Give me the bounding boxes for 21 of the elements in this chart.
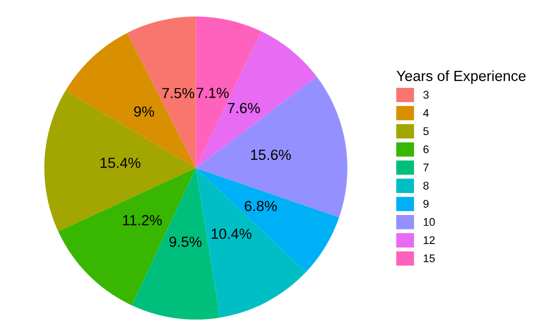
- legend-label: 15: [424, 254, 435, 262]
- data-label: 9%: [134, 106, 154, 117]
- data-label: 10.4%: [212, 228, 252, 239]
- data-label: 7.6%: [228, 102, 260, 114]
- legend-title: Years of Experience: [396, 70, 526, 84]
- data-label: 11.2%: [123, 215, 162, 226]
- legend-label: 8: [423, 182, 429, 190]
- data-label: 6.8%: [244, 200, 277, 212]
- data-label: 7.1%: [196, 88, 229, 98]
- legend-label: 5: [423, 127, 429, 136]
- legend-label: 4: [423, 109, 429, 117]
- legend-label: 7: [423, 164, 429, 172]
- data-label: 7.5%: [162, 88, 194, 98]
- data-label: 15.4%: [100, 158, 140, 168]
- legend-label: 10: [424, 218, 435, 226]
- legend-label: 6: [423, 145, 429, 154]
- legend-label: 3: [423, 90, 429, 99]
- data-label: 9.5%: [169, 236, 202, 247]
- legend-label: 12: [424, 236, 435, 244]
- data-label: 15.6%: [251, 150, 291, 160]
- legend-label: 9: [423, 200, 429, 208]
